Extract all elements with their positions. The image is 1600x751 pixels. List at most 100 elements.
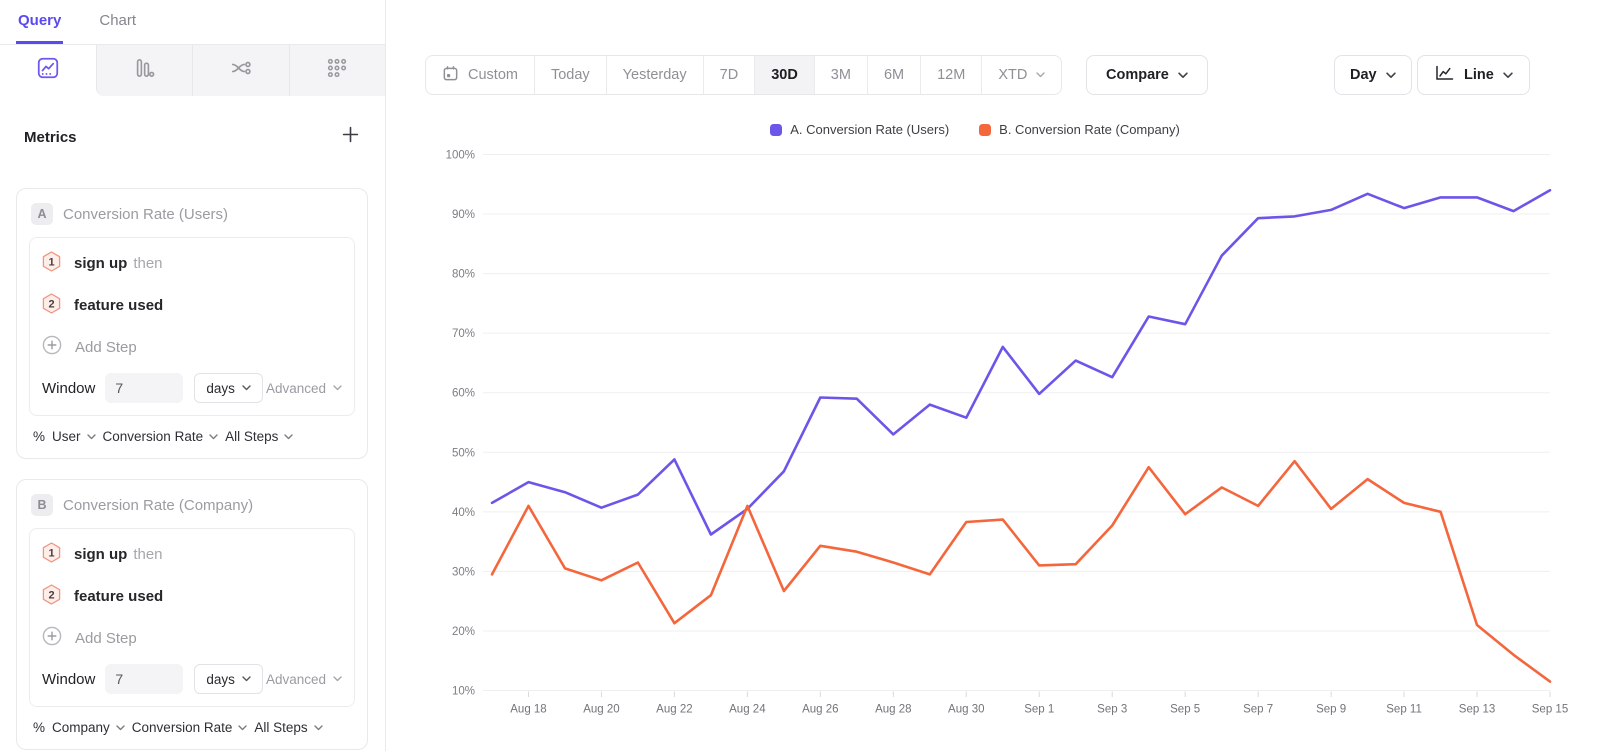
measure-scope-label: All Steps (254, 720, 308, 735)
chevron-down-icon (209, 433, 218, 439)
step-event[interactable]: feature used (74, 297, 164, 314)
measure-metric-dropdown[interactable]: Conversion Rate (132, 720, 248, 735)
step-number-hexagon: 1 (42, 542, 61, 568)
advanced-toggle[interactable]: Advanced (266, 672, 342, 687)
tab-chart[interactable]: Chart (97, 0, 138, 44)
tab-query[interactable]: Query (16, 0, 64, 44)
range-7d[interactable]: 7D (704, 56, 756, 94)
measure-entity-dropdown[interactable]: User (52, 429, 96, 444)
step-event[interactable]: feature used (74, 588, 164, 605)
y-axis-label: 20% (452, 626, 475, 638)
add-metric-button[interactable] (339, 126, 361, 148)
y-axis-label: 10% (452, 686, 475, 698)
plus-circle-icon (42, 626, 62, 650)
step-event[interactable]: sign up (74, 255, 128, 272)
y-axis-label: 100% (446, 150, 475, 162)
add-step-label: Add Step (75, 338, 137, 356)
step-row[interactable]: 2 feature used (42, 576, 342, 618)
chevron-down-icon (1178, 71, 1188, 78)
y-axis-label: 90% (452, 209, 475, 221)
range-label: 3M (830, 67, 851, 83)
x-axis-label: Aug 26 (802, 704, 838, 716)
tab-chart-label: Chart (99, 12, 137, 29)
measure-entity-label: User (52, 429, 81, 444)
x-axis-label: Sep 9 (1316, 704, 1346, 716)
x-axis-label: Aug 28 (875, 704, 911, 716)
measure-prefix: % (33, 720, 46, 735)
legend-label-a: A. Conversion Rate (Users) (790, 122, 950, 137)
y-axis-label: 40% (452, 507, 475, 519)
step-number-hexagon: 2 (42, 293, 61, 319)
legend-item-b[interactable]: B. Conversion Rate (Company) (979, 122, 1180, 137)
granularity-dropdown[interactable]: Day (1334, 55, 1412, 95)
series-line-b[interactable] (490, 459, 1552, 683)
step-event[interactable]: sign up (74, 546, 128, 563)
y-axis-label: 70% (452, 328, 475, 340)
add-step-button[interactable]: Add Step (42, 618, 342, 660)
measure-scope-dropdown[interactable]: All Steps (225, 429, 294, 444)
range-12m[interactable]: 12M (921, 56, 983, 94)
step-row[interactable]: 1 sign up then (42, 534, 342, 576)
range-label: 7D (719, 67, 739, 83)
date-range-picker: Custom Today Yesterday 7D 30D 3M 6M 12M … (425, 55, 1063, 95)
advanced-toggle[interactable]: Advanced (266, 381, 342, 396)
chart-type-dots[interactable] (288, 45, 385, 96)
legend-swatch-a (770, 123, 783, 136)
dots-grid-icon (326, 57, 348, 84)
legend-item-a[interactable]: A. Conversion Rate (Users) (770, 122, 949, 137)
measure-entity-dropdown[interactable]: Company (52, 720, 125, 735)
chevron-down-icon (284, 433, 294, 439)
add-step-button[interactable]: Add Step (42, 327, 342, 369)
range-xtd-dropdown[interactable]: XTD (982, 56, 1061, 94)
measure-entity-label: Company (52, 720, 110, 735)
range-custom[interactable]: Custom (426, 56, 535, 94)
steps-box: 1 sign up then 2 feature used Add Step Wi… (29, 528, 355, 707)
y-axis-label: 30% (452, 566, 475, 578)
measure-metric-dropdown[interactable]: Conversion Rate (103, 429, 219, 444)
metrics-title: Metrics (24, 128, 77, 146)
window-row: Window days Advanced (42, 369, 342, 403)
window-value-input[interactable] (105, 664, 184, 694)
metric-card-b-header: B Conversion Rate (Company) (29, 492, 355, 528)
chart-type-flow[interactable] (192, 45, 289, 96)
flow-chart-icon (230, 57, 252, 84)
step-suffix: then (133, 255, 163, 272)
range-3m[interactable]: 3M (815, 56, 868, 94)
chart-type-line[interactable] (0, 45, 96, 96)
step-suffix: then (133, 546, 163, 563)
metric-title[interactable]: Conversion Rate (Users) (63, 205, 229, 223)
range-label: Yesterday (622, 67, 687, 83)
chart-type-switcher (0, 45, 385, 96)
metric-card-a: A Conversion Rate (Users) 1 sign up then … (16, 188, 368, 459)
window-unit-label: days (206, 380, 235, 396)
window-label: Window (42, 379, 96, 397)
conversion-chart[interactable]: 100% 90% 80% 70% 60% 50% 40% 30% 20% 10% Aug 18 Aug… (428, 140, 1578, 735)
step-number: 1 (48, 547, 54, 559)
x-axis-label: Sep 5 (1170, 704, 1200, 716)
range-label: XTD (998, 67, 1028, 83)
range-yesterday[interactable]: Yesterday (607, 56, 704, 94)
step-row[interactable]: 2 feature used (42, 285, 342, 327)
measure-scope-dropdown[interactable]: All Steps (254, 720, 323, 735)
range-today[interactable]: Today (535, 56, 607, 94)
step-row[interactable]: 1 sign up then (42, 243, 342, 285)
line-style-icon (1434, 65, 1455, 86)
step-number-hexagon: 2 (42, 584, 61, 610)
window-unit-dropdown[interactable]: days (194, 664, 263, 694)
chart-type-bar[interactable] (95, 45, 192, 96)
series-line-a[interactable] (490, 188, 1552, 536)
x-axis-label: Sep 3 (1097, 704, 1127, 716)
chevron-down-icon (242, 385, 251, 391)
window-value-input[interactable] (105, 373, 184, 403)
step-number: 2 (48, 589, 54, 601)
metric-title[interactable]: Conversion Rate (Company) (63, 496, 254, 514)
y-axis-label: 80% (452, 269, 475, 281)
range-6m[interactable]: 6M (868, 56, 922, 94)
measure-row: % User Conversion Rate All Steps (29, 416, 355, 446)
range-30d[interactable]: 30D (755, 56, 815, 94)
chevron-down-icon (1385, 71, 1396, 78)
chart-style-dropdown[interactable]: Line (1417, 55, 1530, 95)
compare-button[interactable]: Compare (1086, 55, 1208, 95)
window-unit-dropdown[interactable]: days (194, 373, 263, 403)
chevron-down-icon (1503, 71, 1513, 78)
